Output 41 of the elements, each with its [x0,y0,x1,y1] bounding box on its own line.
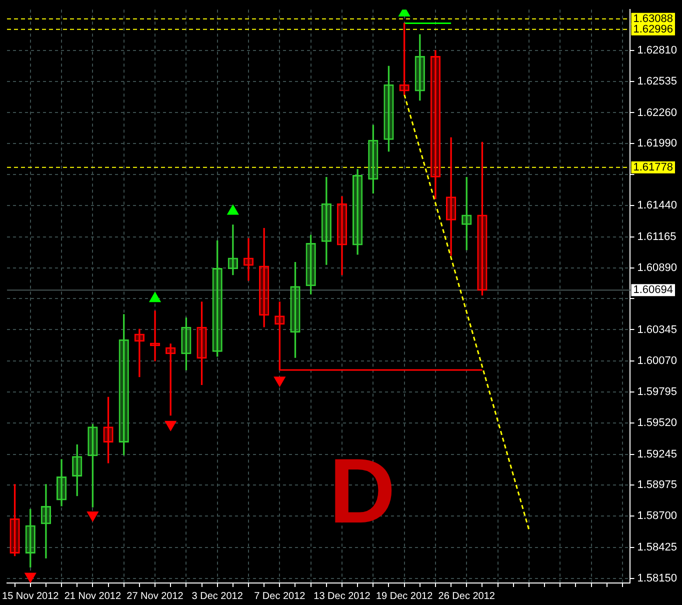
y-tick-label: 1.62810 [637,44,678,56]
y-tick-label: 1.60070 [637,354,678,367]
x-tick-label: 27 Nov 2012 [126,590,184,602]
y-tick-label: 1.59520 [637,417,678,430]
y-tick-label: 1.60345 [637,324,678,336]
y-tick-label: 1.62535 [637,76,678,88]
ref-line-label: 1.60694 [633,284,674,296]
y-tick-label: 1.58700 [637,510,678,522]
annotation: D [329,440,396,542]
candlestick [56,459,67,506]
candlestick [228,224,238,276]
ref-line-label: 1.63088 [633,12,674,25]
x-tick-label: 21 Nov 2012 [64,590,122,602]
x-tick-label: 13 Dec 2012 [314,590,371,602]
candlestick [352,169,363,255]
y-tick-label: 1.59245 [637,448,678,460]
point [164,420,176,431]
y-tick-label: 1.61990 [637,137,678,150]
candlestick [40,484,52,558]
x-tick-label: 3 Dec 2012 [192,590,244,602]
y-tick-label: 1.61165 [637,230,676,243]
ref-line-label: 1.62996 [633,23,674,36]
y-tick-label: 1.58150 [637,572,678,584]
x-tick-label: 15 Nov 2012 [2,590,60,602]
ref-line-label: 1.61778 [633,161,674,174]
point [24,572,36,583]
x-tick-label: 26 Dec 2012 [438,590,496,602]
y-tick-label: 1.61440 [637,200,678,212]
y-tick-label: 1.59795 [637,386,678,398]
candlestick [430,50,441,200]
y-tick-label: 1.58975 [637,479,678,492]
y-tick-label: 1.60890 [637,262,678,274]
x-tick-label: 7 Dec 2012 [254,590,306,602]
y-tick-label: 1.58425 [637,541,678,554]
candlestick [446,137,456,256]
candlestick [134,328,144,378]
point [274,376,286,387]
candlestick [336,196,348,276]
point [87,512,98,522]
x-tick-label: 19 Dec 2012 [376,590,434,602]
y-tick-label: 1.62260 [637,106,678,119]
